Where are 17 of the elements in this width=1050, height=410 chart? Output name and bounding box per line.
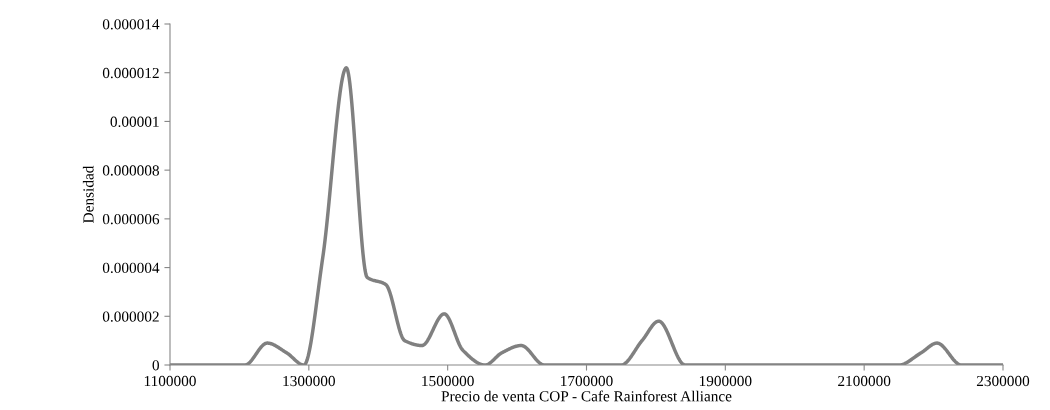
y-tick-label: 0.000006 — [102, 214, 160, 225]
y-tick-label: 0.000014 — [102, 19, 160, 30]
x-tick-label: 1500000 — [422, 375, 474, 387]
y-tick-label: 0.000002 — [102, 311, 159, 322]
x-tick-label: 2100000 — [838, 375, 891, 387]
x-tick-label: 1100000 — [144, 375, 196, 387]
y-tick-label: 0.000012 — [102, 67, 159, 79]
y-tick-label: 0.000008 — [102, 165, 159, 176]
x-tick-label: 1900000 — [699, 375, 752, 387]
x-tick-label: 1700000 — [561, 375, 613, 387]
y-tick-label: 0 — [152, 360, 159, 371]
y-tick-label: 0.00001 — [110, 116, 159, 127]
y-axis-title: Densidad — [82, 165, 94, 223]
y-tick-label: 0.000004 — [102, 262, 160, 274]
x-tick-label: 2300000 — [976, 375, 1030, 387]
x-axis-title: Precio de venta COP - Cafe Rainforest Alliance — [441, 390, 732, 402]
x-tick-label: 1300000 — [283, 375, 335, 387]
